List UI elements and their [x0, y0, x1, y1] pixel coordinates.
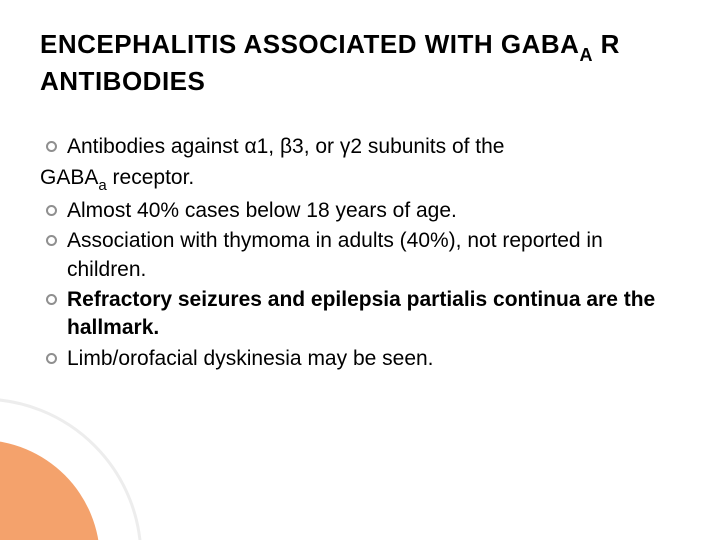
bullet-icon — [46, 353, 57, 364]
bullet-icon — [46, 205, 57, 216]
corner-arc-orange — [0, 440, 100, 540]
title-seg: NCEPHALITIS — [58, 29, 244, 59]
list-item: Association with thymoma in adults (40%)… — [40, 227, 680, 284]
list-item: Refractory seizures and epilepsia partia… — [40, 286, 680, 343]
title-seg: A — [40, 66, 59, 96]
list-item-text: Limb/orofacial dyskinesia may be seen. — [67, 345, 680, 373]
slide-body: Antibodies against α1, β3, or γ2 subunit… — [40, 133, 680, 373]
title-seg: R — [593, 29, 620, 59]
slide-title: ENCEPHALITIS ASSOCIATED WITH GABAA R ANT… — [40, 28, 680, 97]
list-item: Limb/orofacial dyskinesia may be seen. — [40, 345, 680, 373]
title-seg: GABA — [501, 29, 580, 59]
list-item: Almost 40% cases below 18 years of age. — [40, 197, 680, 225]
title-seg: ITH — [450, 29, 501, 59]
slide-container: ENCEPHALITIS ASSOCIATED WITH GABAA R ANT… — [0, 0, 720, 540]
bullet-icon — [46, 141, 57, 152]
continuation-text: GABA — [40, 166, 98, 189]
title-seg: NTIBODIES — [59, 66, 205, 96]
continuation-text: receptor. — [107, 166, 195, 189]
title-seg: A — [243, 29, 262, 59]
list-item-text: Refractory seizures and epilepsia partia… — [67, 286, 680, 343]
list-item-text: Antibodies against α1, β3, or γ2 subunit… — [67, 133, 680, 161]
list-item-text: Association with thymoma in adults (40%)… — [67, 227, 680, 284]
continuation-subscript: a — [98, 177, 106, 194]
title-seg: E — [40, 29, 58, 59]
list-item-continuation: GABAa receptor. — [40, 164, 680, 195]
title-seg: SSOCIATED — [263, 29, 425, 59]
title-subscript: A — [579, 45, 593, 65]
bullet-icon — [46, 294, 57, 305]
title-seg: W — [425, 29, 450, 59]
list-item: Antibodies against α1, β3, or γ2 subunit… — [40, 133, 680, 161]
corner-arc-line — [0, 398, 142, 540]
list-item-text: Almost 40% cases below 18 years of age. — [67, 197, 680, 225]
bullet-icon — [46, 235, 57, 246]
